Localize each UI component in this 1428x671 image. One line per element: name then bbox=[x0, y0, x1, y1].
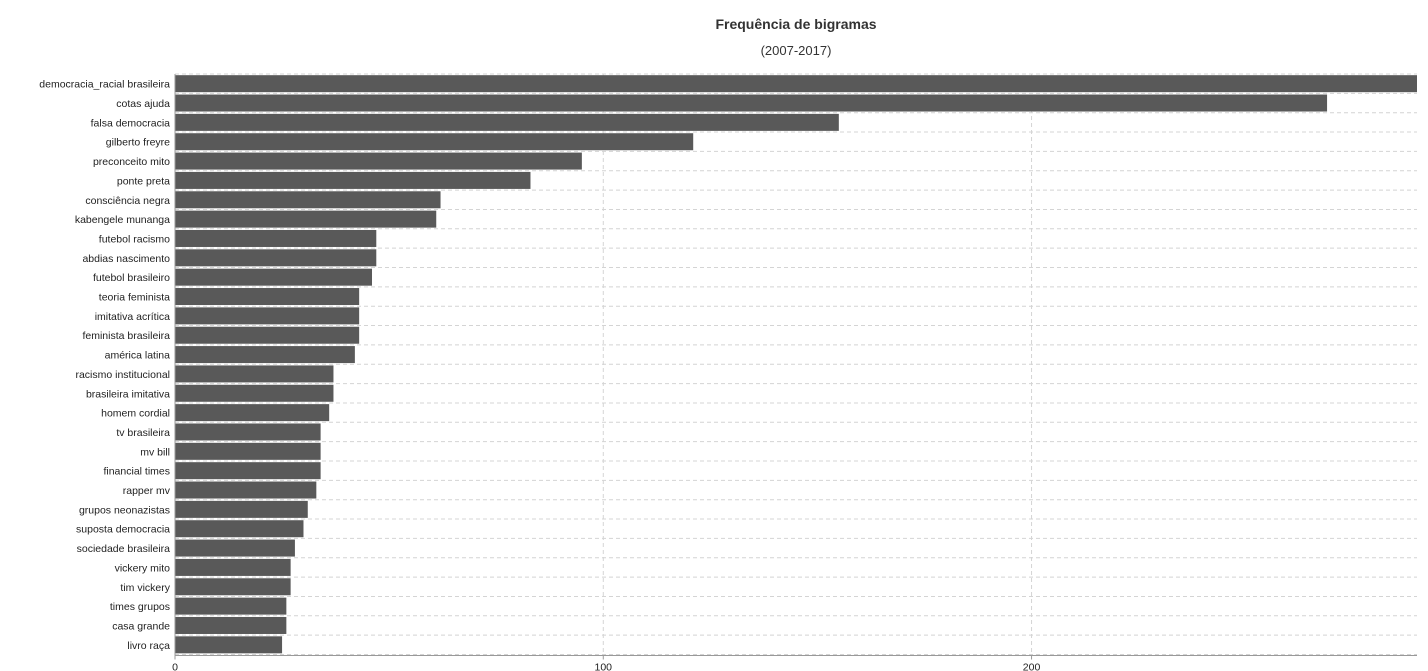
category-label: teoria feminista bbox=[99, 292, 170, 304]
bar bbox=[175, 94, 1328, 112]
bar bbox=[175, 481, 317, 499]
category-label: consciência negra bbox=[85, 195, 170, 207]
category-label: rapper mv bbox=[123, 485, 171, 497]
category-labels: democracia_racial brasileira cotas ajuda f… bbox=[39, 79, 170, 652]
bar bbox=[175, 404, 330, 422]
category-label: preconceito mito bbox=[93, 156, 170, 168]
bar bbox=[175, 636, 283, 654]
chart-subtitle: (2007-2017) bbox=[761, 43, 832, 58]
bar bbox=[175, 191, 441, 209]
bar bbox=[175, 539, 295, 557]
bar bbox=[175, 616, 287, 634]
bar bbox=[175, 597, 287, 615]
category-label: feminista brasileira bbox=[82, 330, 170, 342]
bar bbox=[175, 75, 1417, 93]
bars bbox=[175, 75, 1417, 654]
bar bbox=[175, 384, 334, 402]
category-label: vickery mito bbox=[115, 562, 171, 574]
category-label: financial times bbox=[103, 466, 170, 478]
bar bbox=[175, 268, 373, 286]
bar bbox=[175, 462, 321, 480]
category-label: casa grande bbox=[112, 620, 170, 632]
bar bbox=[175, 171, 531, 189]
bar bbox=[175, 578, 291, 596]
x-axis: 0 100 200 bbox=[172, 74, 1417, 671]
bar bbox=[175, 365, 334, 383]
category-label: kabengele munanga bbox=[75, 214, 170, 226]
category-label: brasileira imitativa bbox=[86, 388, 170, 400]
bar bbox=[175, 152, 582, 170]
bar bbox=[175, 249, 377, 267]
category-label: falsa democracia bbox=[91, 117, 171, 129]
bar bbox=[175, 113, 839, 131]
bar bbox=[175, 307, 360, 325]
category-label: tim vickery bbox=[120, 582, 170, 594]
category-label: tv brasileira bbox=[116, 427, 170, 439]
bar bbox=[175, 133, 694, 151]
category-label: ponte preta bbox=[117, 175, 170, 187]
category-label: racismo institucional bbox=[75, 369, 170, 381]
bar bbox=[175, 520, 304, 538]
category-label: américa latina bbox=[105, 350, 171, 362]
category-label: grupos neonazistas bbox=[79, 504, 170, 516]
category-label: suposta democracia bbox=[76, 524, 170, 536]
bar bbox=[175, 346, 355, 364]
x-tick-label: 100 bbox=[595, 662, 613, 671]
category-label: homem cordial bbox=[101, 408, 170, 420]
category-label: democracia_racial brasileira bbox=[39, 79, 170, 91]
bar bbox=[175, 288, 360, 306]
category-label: times grupos bbox=[110, 601, 170, 613]
category-label: cotas ajuda bbox=[116, 98, 170, 110]
category-label: futebol racismo bbox=[99, 233, 170, 245]
x-tick-label: 0 bbox=[172, 662, 178, 671]
chart-title: Frequência de bigramas bbox=[715, 16, 876, 32]
bar bbox=[175, 326, 360, 344]
gridlines bbox=[175, 73, 1417, 655]
bar bbox=[175, 558, 291, 576]
bar bbox=[175, 229, 377, 247]
category-label: sociedade brasileira bbox=[77, 543, 171, 555]
category-label: futebol brasileiro bbox=[93, 272, 170, 284]
category-label: gilberto freyre bbox=[106, 137, 170, 149]
bar bbox=[175, 500, 308, 518]
category-label: imitativa acrítica bbox=[95, 311, 170, 323]
x-tick-label: 200 bbox=[1023, 662, 1041, 671]
bar bbox=[175, 442, 321, 460]
bar bbox=[175, 210, 437, 228]
category-label: abdias nascimento bbox=[82, 253, 170, 265]
bar bbox=[175, 423, 321, 441]
category-label: mv bill bbox=[140, 446, 170, 458]
category-label: livro raça bbox=[127, 640, 170, 652]
